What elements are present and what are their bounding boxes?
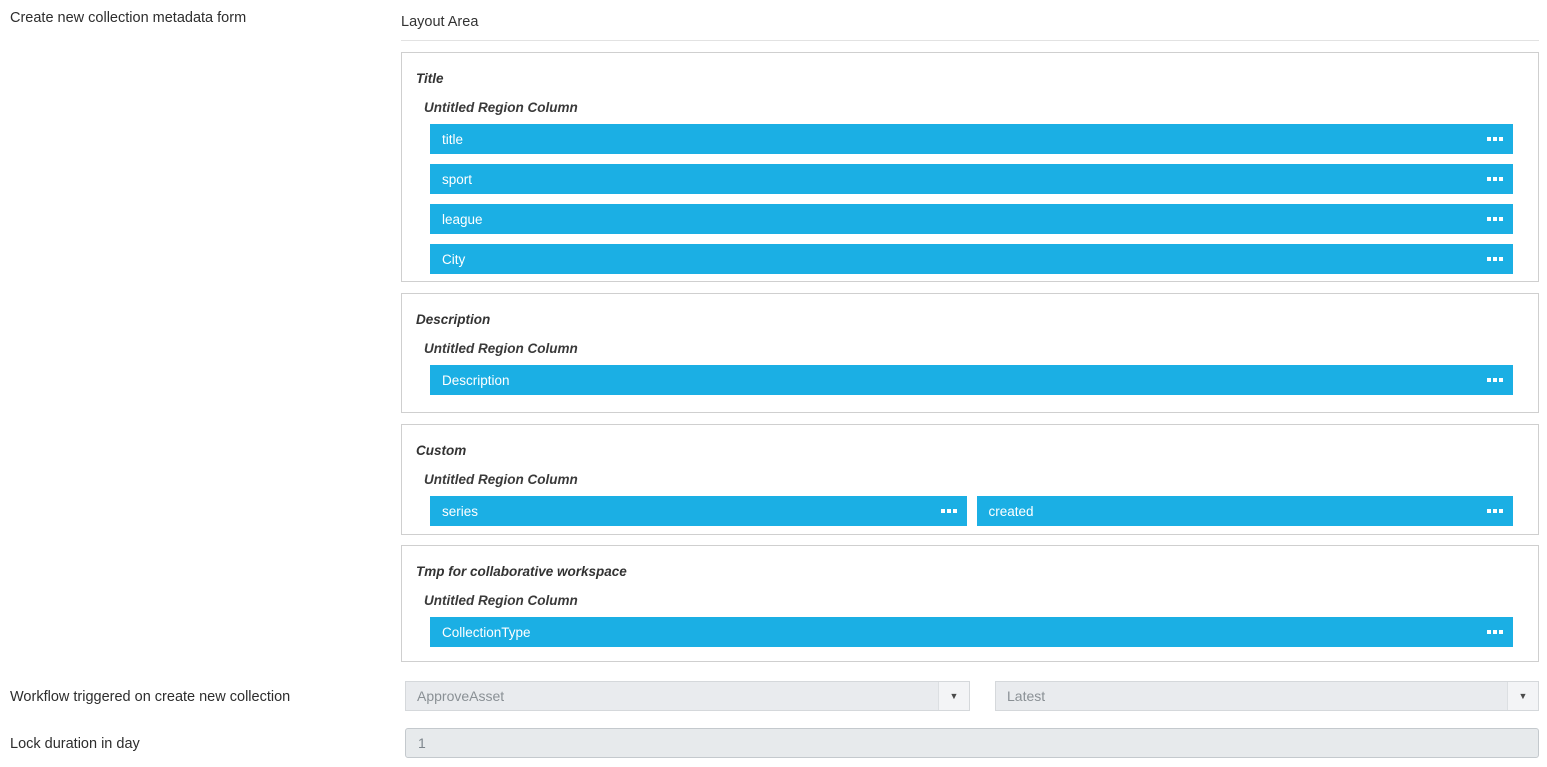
region-column-label: Untitled Region Column: [424, 472, 578, 487]
field-row: CollectionType: [430, 617, 1513, 647]
workflow-version-select[interactable]: Latest ▼: [995, 681, 1539, 711]
field-sport[interactable]: sport: [430, 164, 1513, 194]
field-city[interactable]: City: [430, 244, 1513, 274]
lock-duration-label: Lock duration in day: [10, 736, 140, 752]
field-description[interactable]: Description: [430, 365, 1513, 395]
drag-handle-icon[interactable]: [1487, 378, 1503, 382]
field-collectiontype[interactable]: CollectionType: [430, 617, 1513, 647]
layout-area-divider: [401, 40, 1539, 41]
drag-handle-icon[interactable]: [1487, 257, 1503, 261]
drag-handle-icon[interactable]: [940, 509, 957, 513]
field-label: series: [442, 503, 479, 519]
lock-duration-input[interactable]: [405, 728, 1539, 758]
workflow-trigger-label: Workflow triggered on create new collect…: [10, 689, 291, 705]
field-title[interactable]: title: [430, 124, 1513, 154]
field-league[interactable]: league: [430, 204, 1513, 234]
field-series[interactable]: series: [430, 496, 967, 526]
field-row: league: [430, 204, 1513, 234]
region-heading: Description: [416, 312, 491, 327]
field-row: sport: [430, 164, 1513, 194]
field-label: title: [442, 131, 464, 147]
region-description: Description Untitled Region Column Descr…: [401, 293, 1539, 413]
region-custom: Custom Untitled Region Column series cre…: [401, 424, 1539, 535]
dropdown-arrow-box[interactable]: ▼: [938, 682, 969, 710]
workflow-select[interactable]: ApproveAsset ▼: [405, 681, 970, 711]
region-rows: title sport league: [430, 124, 1513, 274]
metadata-form-label: Create new collection metadata form: [10, 10, 247, 26]
layout-area-title: Layout Area: [401, 14, 479, 30]
field-row: City: [430, 244, 1513, 274]
region-title: Title Untitled Region Column title sport: [401, 52, 1539, 282]
drag-handle-icon[interactable]: [1487, 177, 1503, 181]
field-label: Description: [442, 372, 510, 388]
field-label: City: [442, 251, 466, 267]
region-heading: Tmp for collaborative workspace: [416, 564, 627, 579]
workflow-select-value: ApproveAsset: [417, 688, 505, 704]
field-label: league: [442, 211, 483, 227]
drag-handle-icon[interactable]: [1487, 217, 1503, 221]
region-heading: Title: [416, 71, 444, 86]
field-label: created: [988, 503, 1034, 519]
dropdown-arrow-box[interactable]: ▼: [1507, 682, 1538, 710]
region-column-label: Untitled Region Column: [424, 100, 578, 115]
field-row: series created: [430, 496, 1513, 526]
field-created[interactable]: created: [976, 496, 1513, 526]
field-label: CollectionType: [442, 624, 531, 640]
field-row: title: [430, 124, 1513, 154]
region-rows: Description: [430, 365, 1513, 395]
drag-handle-icon[interactable]: [1487, 509, 1503, 513]
chevron-down-icon: ▼: [1518, 690, 1528, 701]
drag-handle-icon[interactable]: [1487, 630, 1503, 634]
region-rows: series created: [430, 496, 1513, 526]
field-row: Description: [430, 365, 1513, 395]
region-rows: CollectionType: [430, 617, 1513, 647]
region-column-label: Untitled Region Column: [424, 341, 578, 356]
region-tmp-collaborative-workspace: Tmp for collaborative workspace Untitled…: [401, 545, 1539, 662]
field-label: sport: [442, 171, 473, 187]
layout-area-panel: Layout Area Title Untitled Region Column…: [401, 0, 1539, 662]
region-heading: Custom: [416, 443, 467, 458]
chevron-down-icon: ▼: [949, 690, 959, 701]
region-column-label: Untitled Region Column: [424, 593, 578, 608]
drag-handle-icon[interactable]: [1487, 137, 1503, 141]
workflow-version-value: Latest: [1007, 688, 1046, 704]
